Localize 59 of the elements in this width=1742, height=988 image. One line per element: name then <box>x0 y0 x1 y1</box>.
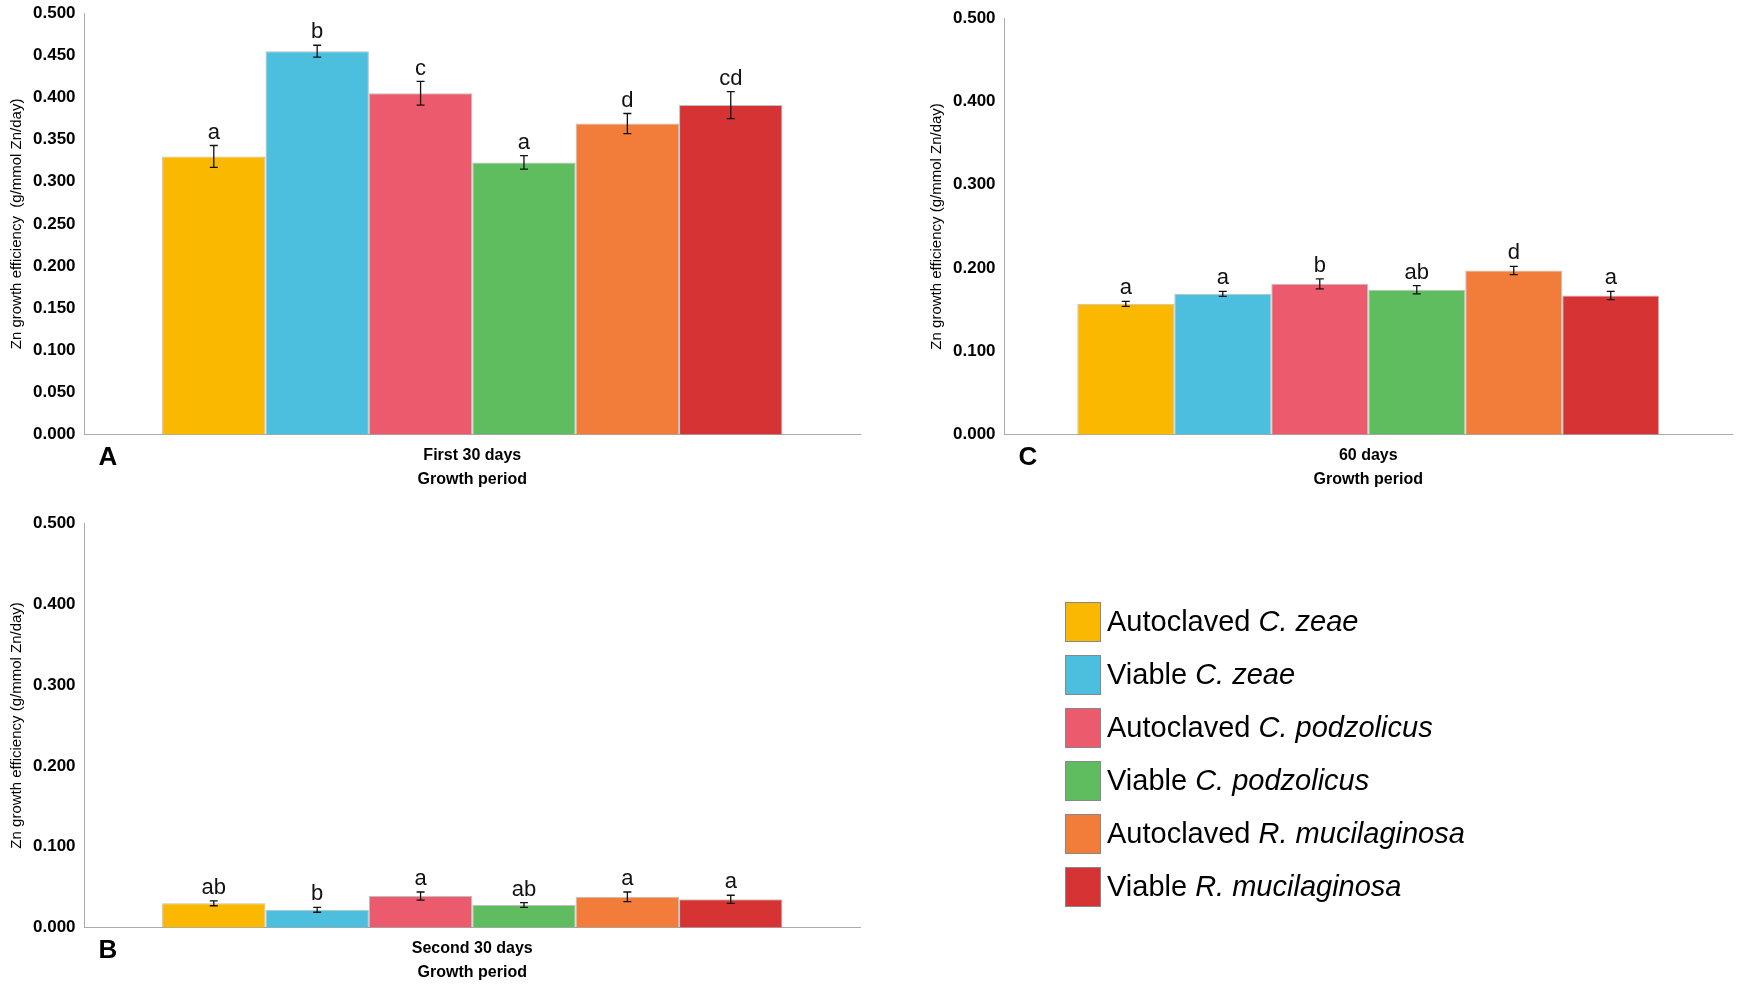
y-tick-label: 0.450 <box>32 45 76 65</box>
data-label: a <box>1119 274 1133 300</box>
data-label: a <box>724 868 738 894</box>
y-axis-title: Zn growth efficiency (g/mmol Zn/day) <box>7 98 25 350</box>
x-tick-label: 60 days <box>1338 445 1398 463</box>
data-label: b <box>311 18 324 44</box>
data-label: ab <box>1404 258 1430 284</box>
data-label: b <box>1313 251 1326 277</box>
data-label: c <box>415 54 427 80</box>
data-label: a <box>1604 264 1618 290</box>
legend-label: Viable C. zeae <box>1107 658 1296 691</box>
y-tick-label: 0.400 <box>32 593 76 613</box>
y-tick-label: 0.000 <box>32 917 76 937</box>
y-tick-label: 0.100 <box>952 341 996 361</box>
y-tick-label: 0.500 <box>952 7 996 27</box>
y-tick-label: 0.400 <box>952 91 996 111</box>
data-label: b <box>311 880 324 906</box>
data-label: cd <box>719 64 743 90</box>
data-label: a <box>1216 264 1230 290</box>
y-tick-label: 0.200 <box>952 257 996 277</box>
y-tick-label: 0.350 <box>32 129 76 149</box>
y-tick-label: 0.100 <box>32 836 76 856</box>
x-axis-title: Growth period <box>1313 469 1423 487</box>
text: A <box>98 440 118 471</box>
text: B <box>98 933 118 964</box>
x-tick-label: Second 30 days <box>411 938 533 956</box>
data-label: a <box>621 865 635 891</box>
legend-label: Viable R. mucilaginosa <box>1107 870 1402 903</box>
x-axis-title: Growth period <box>417 469 527 487</box>
x-tick-label: First 30 days <box>423 445 522 463</box>
y-tick-label: 0.300 <box>952 174 996 194</box>
data-label: d <box>1507 239 1520 265</box>
data-label: a <box>207 118 221 144</box>
y-axis-title: Zn growth efficiency (g/mmol Zn/day) <box>927 103 945 350</box>
y-tick-label: 0.200 <box>32 255 76 275</box>
y-tick-label: 0.000 <box>32 424 76 444</box>
data-label: ab <box>511 875 537 901</box>
y-tick-label: 0.050 <box>32 382 76 402</box>
y-tick-label: 0.200 <box>32 755 76 775</box>
data-label: a <box>414 865 428 891</box>
y-tick-label: 0.150 <box>32 297 76 317</box>
legend-label: Viable C. podzolicus <box>1107 764 1370 797</box>
data-label: a <box>517 128 531 154</box>
legend-label: Autoclaved C. podzolicus <box>1107 711 1433 744</box>
y-tick-label: 0.300 <box>32 171 76 191</box>
data-label: ab <box>201 873 227 899</box>
y-tick-label: 0.100 <box>32 340 76 360</box>
legend-label: Autoclaved R. mucilaginosa <box>1107 817 1465 850</box>
y-axis-title: Zn growth efficiency (g/mmol Zn/day) <box>7 602 25 849</box>
y-tick-label: 0.500 <box>32 512 76 532</box>
y-tick-label: 0.250 <box>32 213 76 233</box>
y-tick-label: 0.000 <box>952 424 996 444</box>
text: C <box>1018 440 1038 471</box>
y-tick-label: 0.500 <box>32 2 76 22</box>
x-axis-title: Growth period <box>417 962 527 980</box>
legend-label: Autoclaved C. zeae <box>1107 605 1359 638</box>
y-tick-label: 0.300 <box>32 674 76 694</box>
data-label: d <box>621 86 634 112</box>
y-tick-label: 0.400 <box>32 87 76 107</box>
